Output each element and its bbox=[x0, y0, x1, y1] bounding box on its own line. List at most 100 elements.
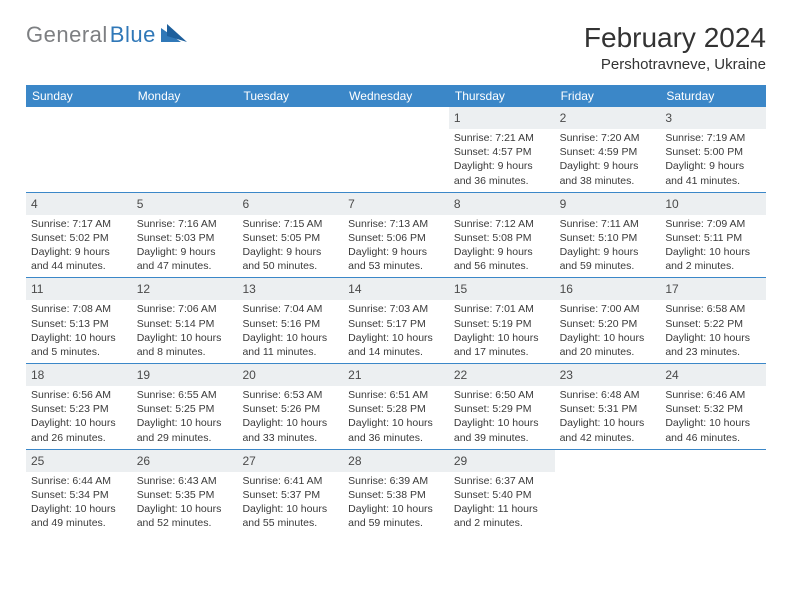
day-cell: 25Sunrise: 6:44 AMSunset: 5:34 PMDayligh… bbox=[26, 450, 132, 535]
daylight-text-1: Daylight: 10 hours bbox=[348, 502, 444, 516]
daylight-text-2: and 11 minutes. bbox=[242, 345, 338, 359]
day-number: 11 bbox=[31, 282, 43, 296]
daylight-text-1: Daylight: 9 hours bbox=[454, 245, 550, 259]
day-number: 14 bbox=[348, 282, 361, 296]
sunset-text: Sunset: 4:59 PM bbox=[560, 145, 656, 159]
sunset-text: Sunset: 5:00 PM bbox=[665, 145, 761, 159]
sunset-text: Sunset: 5:05 PM bbox=[242, 231, 338, 245]
day-body: Sunrise: 7:19 AMSunset: 5:00 PMDaylight:… bbox=[660, 129, 766, 192]
calendar-page: General Blue February 2024 Pershotravnev… bbox=[0, 0, 792, 544]
daylight-text-1: Daylight: 10 hours bbox=[31, 502, 127, 516]
day-number-row: 27 bbox=[237, 450, 343, 472]
week-row: 1Sunrise: 7:21 AMSunset: 4:57 PMDaylight… bbox=[26, 107, 766, 193]
daylight-text-2: and 59 minutes. bbox=[348, 516, 444, 530]
sunrise-text: Sunrise: 7:08 AM bbox=[31, 302, 127, 316]
sunset-text: Sunset: 5:29 PM bbox=[454, 402, 550, 416]
day-cell: 19Sunrise: 6:55 AMSunset: 5:25 PMDayligh… bbox=[132, 364, 238, 449]
day-number-row: 17 bbox=[660, 278, 766, 300]
sunset-text: Sunset: 5:17 PM bbox=[348, 317, 444, 331]
daylight-text-2: and 44 minutes. bbox=[31, 259, 127, 273]
day-header-friday: Friday bbox=[555, 85, 661, 107]
day-cell bbox=[343, 107, 449, 192]
day-cell bbox=[237, 107, 343, 192]
day-header-thursday: Thursday bbox=[449, 85, 555, 107]
day-number-row: 5 bbox=[132, 193, 238, 215]
daylight-text-2: and 52 minutes. bbox=[137, 516, 233, 530]
day-number: 15 bbox=[454, 282, 467, 296]
day-body: Sunrise: 6:39 AMSunset: 5:38 PMDaylight:… bbox=[343, 472, 449, 535]
day-number-row: 19 bbox=[132, 364, 238, 386]
sunrise-text: Sunrise: 6:56 AM bbox=[31, 388, 127, 402]
daylight-text-2: and 2 minutes. bbox=[665, 259, 761, 273]
daylight-text-2: and 41 minutes. bbox=[665, 174, 761, 188]
day-number: 29 bbox=[454, 454, 467, 468]
sunrise-text: Sunrise: 6:55 AM bbox=[137, 388, 233, 402]
day-number: 17 bbox=[665, 282, 678, 296]
daylight-text-2: and 47 minutes. bbox=[137, 259, 233, 273]
daylight-text-2: and 56 minutes. bbox=[454, 259, 550, 273]
day-number-row: 9 bbox=[555, 193, 661, 215]
day-cell: 14Sunrise: 7:03 AMSunset: 5:17 PMDayligh… bbox=[343, 278, 449, 363]
day-cell: 10Sunrise: 7:09 AMSunset: 5:11 PMDayligh… bbox=[660, 193, 766, 278]
sunrise-text: Sunrise: 7:15 AM bbox=[242, 217, 338, 231]
daylight-text-1: Daylight: 9 hours bbox=[560, 245, 656, 259]
day-number: 20 bbox=[242, 368, 255, 382]
day-number-row: 18 bbox=[26, 364, 132, 386]
sunset-text: Sunset: 5:26 PM bbox=[242, 402, 338, 416]
sunset-text: Sunset: 5:23 PM bbox=[31, 402, 127, 416]
sunset-text: Sunset: 5:28 PM bbox=[348, 402, 444, 416]
day-number: 13 bbox=[242, 282, 255, 296]
day-number-row: 29 bbox=[449, 450, 555, 472]
day-number: 12 bbox=[137, 282, 150, 296]
day-number: 26 bbox=[137, 454, 150, 468]
day-cell: 28Sunrise: 6:39 AMSunset: 5:38 PMDayligh… bbox=[343, 450, 449, 535]
sunrise-text: Sunrise: 7:13 AM bbox=[348, 217, 444, 231]
day-number: 27 bbox=[242, 454, 255, 468]
sunset-text: Sunset: 5:03 PM bbox=[137, 231, 233, 245]
day-number-row: 21 bbox=[343, 364, 449, 386]
day-body bbox=[660, 454, 766, 460]
day-number-row: 14 bbox=[343, 278, 449, 300]
day-number-row: 16 bbox=[555, 278, 661, 300]
sunset-text: Sunset: 5:08 PM bbox=[454, 231, 550, 245]
sunset-text: Sunset: 5:11 PM bbox=[665, 231, 761, 245]
day-header-saturday: Saturday bbox=[660, 85, 766, 107]
daylight-text-2: and 38 minutes. bbox=[560, 174, 656, 188]
daylight-text-1: Daylight: 10 hours bbox=[665, 245, 761, 259]
day-body bbox=[555, 454, 661, 460]
day-cell: 23Sunrise: 6:48 AMSunset: 5:31 PMDayligh… bbox=[555, 364, 661, 449]
sunrise-text: Sunrise: 7:17 AM bbox=[31, 217, 127, 231]
day-body: Sunrise: 7:01 AMSunset: 5:19 PMDaylight:… bbox=[449, 300, 555, 363]
day-cell: 3 Sunrise: 7:19 AMSunset: 5:00 PMDaylight… bbox=[660, 107, 766, 192]
daylight-text-1: Daylight: 9 hours bbox=[31, 245, 127, 259]
sunset-text: Sunset: 4:57 PM bbox=[454, 145, 550, 159]
day-number-row: 3 bbox=[660, 107, 766, 129]
day-cell: 1Sunrise: 7:21 AMSunset: 4:57 PMDaylight… bbox=[449, 107, 555, 192]
day-number: 3 bbox=[665, 111, 672, 125]
daylight-text-2: and 5 minutes. bbox=[31, 345, 127, 359]
sunset-text: Sunset: 5:14 PM bbox=[137, 317, 233, 331]
daylight-text-2: and 8 minutes. bbox=[137, 345, 233, 359]
day-cell: 9Sunrise: 7:11 AMSunset: 5:10 PMDaylight… bbox=[555, 193, 661, 278]
day-body: Sunrise: 7:09 AMSunset: 5:11 PMDaylight:… bbox=[660, 215, 766, 278]
sunrise-text: Sunrise: 6:43 AM bbox=[137, 474, 233, 488]
day-cell: 6Sunrise: 7:15 AMSunset: 5:05 PMDaylight… bbox=[237, 193, 343, 278]
daylight-text-2: and 36 minutes. bbox=[454, 174, 550, 188]
day-cell: 20Sunrise: 6:53 AMSunset: 5:26 PMDayligh… bbox=[237, 364, 343, 449]
day-number: 9 bbox=[560, 197, 567, 211]
daylight-text-2: and 26 minutes. bbox=[31, 431, 127, 445]
daylight-text-1: Daylight: 9 hours bbox=[348, 245, 444, 259]
sunrise-text: Sunrise: 7:00 AM bbox=[560, 302, 656, 316]
day-cell: 4Sunrise: 7:17 AMSunset: 5:02 PMDaylight… bbox=[26, 193, 132, 278]
daylight-text-2: and 49 minutes. bbox=[31, 516, 127, 530]
day-body: Sunrise: 6:43 AMSunset: 5:35 PMDaylight:… bbox=[132, 472, 238, 535]
daylight-text-1: Daylight: 10 hours bbox=[242, 331, 338, 345]
daylight-text-1: Daylight: 10 hours bbox=[242, 502, 338, 516]
day-body: Sunrise: 6:37 AMSunset: 5:40 PMDaylight:… bbox=[449, 472, 555, 535]
daylight-text-2: and 42 minutes. bbox=[560, 431, 656, 445]
day-number-row: 4 bbox=[26, 193, 132, 215]
sunrise-text: Sunrise: 6:53 AM bbox=[242, 388, 338, 402]
day-header-row: Sunday Monday Tuesday Wednesday Thursday… bbox=[26, 85, 766, 107]
day-body bbox=[237, 111, 343, 117]
sunrise-text: Sunrise: 7:20 AM bbox=[560, 131, 656, 145]
